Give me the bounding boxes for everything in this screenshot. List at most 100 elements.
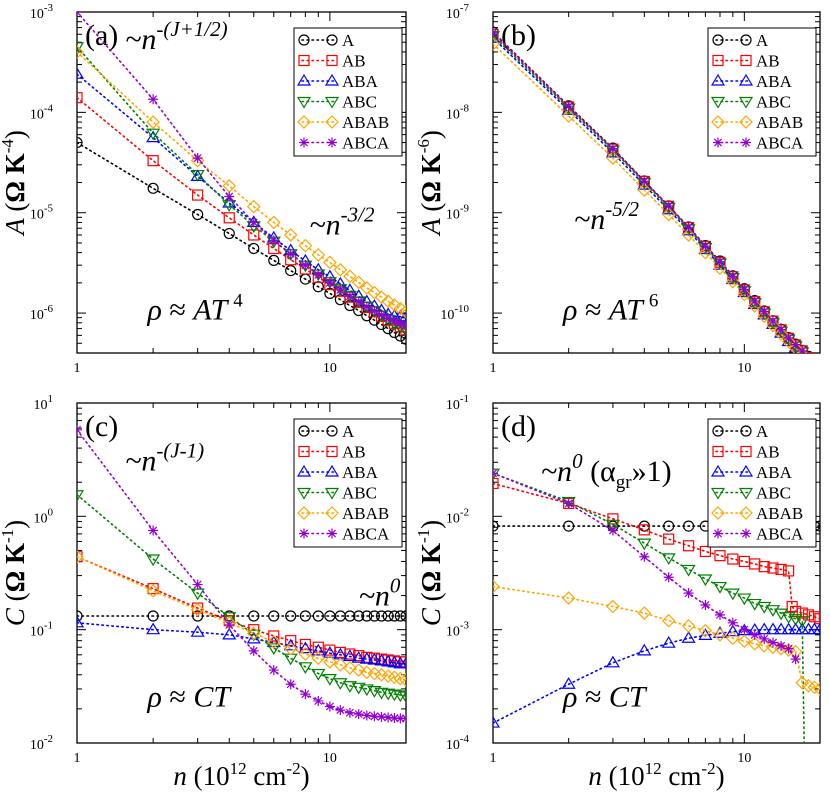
data-point-a [663, 520, 675, 532]
legend-marker [298, 34, 310, 46]
x-axis-symbol: n [588, 761, 602, 791]
legend-label: ABC [756, 93, 791, 112]
series-line-abab [493, 43, 802, 353]
data-point-aba [812, 622, 820, 635]
data-point-abab [266, 215, 281, 230]
legend-label: ABCA [756, 525, 804, 544]
x-tick-label: 10 [323, 751, 337, 766]
legend-marker [712, 445, 724, 458]
data-point-abab [399, 673, 406, 687]
legend-label: AB [756, 52, 780, 71]
data-point-a [285, 610, 297, 622]
y-tick-exp: -2 [44, 733, 53, 745]
y-tick-label: 10-4 [446, 733, 470, 753]
data-point-abc [737, 593, 752, 606]
data-point-aba [222, 627, 237, 640]
y-tick-base: 10 [440, 308, 454, 323]
y-tick-exp: 1 [48, 393, 54, 405]
annotation-power: ~n-3/2 [309, 202, 375, 241]
y-tick-exp: -10 [454, 303, 469, 315]
data-point-a [388, 610, 401, 622]
legend-marker [711, 115, 725, 129]
data-point-abab [606, 151, 620, 165]
data-point-abc [393, 690, 406, 703]
legend-marker [738, 464, 754, 477]
y-tick-label: 10-10 [440, 303, 469, 323]
data-point-abca [395, 318, 406, 329]
data-point-a [382, 610, 394, 622]
data-point-abca [77, 12, 82, 17]
data-point-ab [77, 92, 83, 104]
data-point-abc [605, 519, 620, 532]
series-line-abab [493, 585, 820, 690]
x-axis-unit: ) [301, 761, 310, 791]
data-point-abc [637, 538, 652, 551]
y-tick-base: 10 [446, 107, 460, 122]
legend-marker [324, 487, 340, 500]
data-point-a [388, 326, 401, 339]
data-point-a [268, 610, 280, 622]
data-point-abca [759, 633, 770, 644]
series-line-abc [77, 493, 406, 697]
data-point-abc [681, 564, 696, 577]
data-point-abca [493, 27, 498, 38]
legend-item-aba: ABA [710, 463, 793, 482]
data-point-abca [268, 665, 279, 676]
data-point-abc [757, 601, 772, 614]
data-point-abca [563, 101, 574, 112]
annotation-lhs: ρ [562, 294, 577, 327]
legend-label: ABAB [342, 113, 389, 132]
legend-item-abca: ABCA [713, 134, 804, 153]
x-axis-exp: -2 [701, 759, 715, 778]
data-point-abca [369, 711, 380, 722]
data-point-abca [285, 248, 296, 259]
data-point-abab [801, 678, 816, 693]
legend-marker [297, 115, 311, 129]
data-point-abab [606, 599, 620, 614]
data-point-abca [749, 295, 760, 306]
data-point-abab [283, 228, 298, 242]
data-point-aba [367, 652, 382, 665]
data-point-abc [77, 42, 85, 54]
y-tick-base: 10 [34, 398, 48, 413]
data-point-abc [661, 553, 676, 566]
y-tick-base: 10 [446, 511, 460, 526]
y-tick-base: 10 [30, 7, 44, 22]
legend-label: ABCA [342, 525, 390, 544]
data-point-abc [747, 598, 762, 611]
data-point-abab [493, 37, 500, 51]
legend-marker [738, 96, 754, 109]
data-point-a [361, 610, 373, 622]
annotation-power: ~n-(J-1) [125, 438, 204, 477]
annotation-base: ~n [309, 208, 340, 241]
data-point-abc [333, 678, 348, 690]
data-point-abca [683, 222, 694, 233]
legend-item-abab: ABAB [711, 113, 803, 132]
y-tick-exp: -1 [44, 620, 53, 632]
data-point-a [804, 350, 813, 353]
data-point-abca [790, 339, 801, 350]
y-tick-base: 10 [30, 208, 44, 223]
annotation-exp: -(J-1) [156, 438, 204, 462]
data-point-aba [311, 643, 326, 656]
data-point-abca [727, 617, 738, 628]
annotation-rho: ρ ≈ AT 6 [562, 291, 658, 327]
data-point-ab [796, 607, 808, 619]
data-point-abab [333, 657, 348, 672]
legend-marker [297, 506, 311, 520]
legend-label: ABA [756, 72, 793, 91]
data-point-abab [381, 294, 396, 309]
data-point-abab [813, 682, 820, 696]
y-tick-label: 100 [34, 506, 54, 526]
legend-label: AB [756, 443, 780, 462]
data-point-abab [311, 248, 326, 262]
legend-marker [324, 464, 340, 477]
legend-marker [324, 96, 340, 109]
data-point-ab [782, 565, 795, 577]
legend-marker [710, 73, 726, 86]
data-point-abab [713, 628, 727, 642]
data-point-abab [311, 651, 326, 666]
legend-marker [740, 425, 752, 437]
legend-label: A [342, 31, 355, 50]
